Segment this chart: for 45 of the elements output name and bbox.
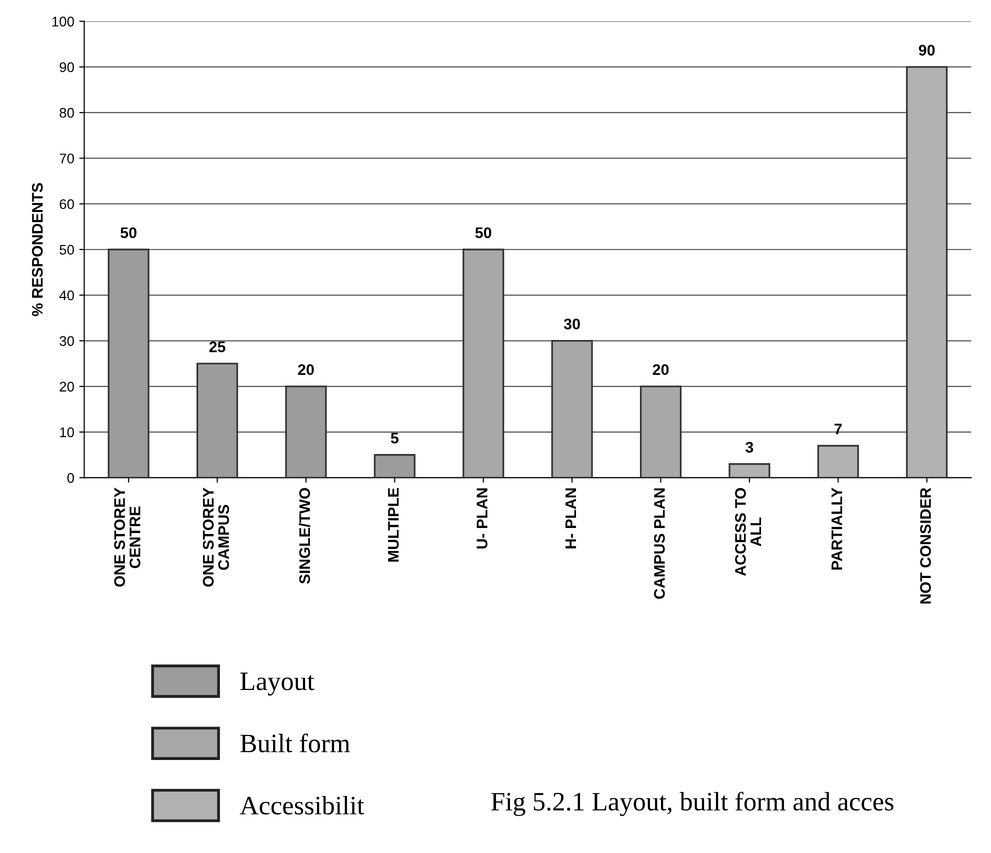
x-tick-label: U- PLAN — [476, 488, 488, 548]
y-tick-label: 100 — [52, 16, 74, 26]
y-tick-label: 30 — [60, 336, 74, 346]
x-tick-label: ACCESS TO ALL — [735, 488, 762, 576]
legend-label: Accessibilit — [240, 796, 364, 815]
y-tick-label: 70 — [60, 154, 74, 164]
x-tick-label: H- PLAN — [565, 488, 576, 548]
data-label: 25 — [209, 341, 226, 352]
bar — [906, 66, 948, 478]
caption: Fig 5.2.1 Layout, built form and acces — [491, 792, 894, 816]
y-tick-label: 60 — [60, 199, 74, 210]
y-tick-label: 10 — [60, 427, 74, 438]
bar — [374, 454, 416, 478]
x-tick-label: ONE STOREY CAMPUS — [202, 488, 230, 587]
bar — [817, 444, 859, 478]
legend-label: Layout — [240, 672, 314, 696]
bar — [108, 248, 150, 478]
data-label: 30 — [564, 318, 580, 330]
y-tick-label: 40 — [59, 290, 74, 300]
y-tick-label: 20 — [60, 382, 74, 392]
x-tick-label: CAMPUS PLAN — [654, 488, 665, 599]
data-label: 50 — [120, 227, 136, 238]
bar — [285, 386, 327, 478]
bar — [728, 463, 770, 478]
data-label: 50 — [475, 227, 492, 238]
x-tick-label: ONE STOREY CENTRE — [114, 488, 140, 587]
x-tick-label: NOT CONSIDER — [920, 488, 931, 604]
bar — [462, 248, 504, 478]
data-label: 20 — [652, 364, 669, 376]
bar — [551, 340, 593, 478]
bar — [640, 386, 682, 478]
y-tick-label: 50 — [60, 244, 74, 255]
x-tick-label: SINGLE/TWO — [298, 488, 310, 584]
data-label: 5 — [390, 432, 398, 444]
y-tick-label: 0 — [67, 473, 74, 483]
legend-label: Built form — [240, 734, 350, 752]
y-axis-title: % RESPONDENTS — [32, 183, 43, 316]
x-tick-label: PARTIALLY — [832, 488, 842, 570]
data-label: 3 — [746, 442, 754, 453]
x-tick-label: MULTIPLE — [388, 488, 399, 562]
y-tick-label: 90 — [60, 62, 74, 72]
bar — [196, 362, 238, 478]
data-label: 90 — [918, 44, 935, 56]
y-tick-label: 80 — [60, 108, 74, 118]
data-label: 20 — [298, 364, 314, 376]
